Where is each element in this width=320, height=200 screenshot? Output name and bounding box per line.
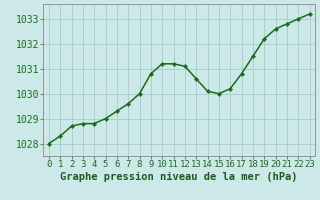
X-axis label: Graphe pression niveau de la mer (hPa): Graphe pression niveau de la mer (hPa): [60, 172, 298, 182]
